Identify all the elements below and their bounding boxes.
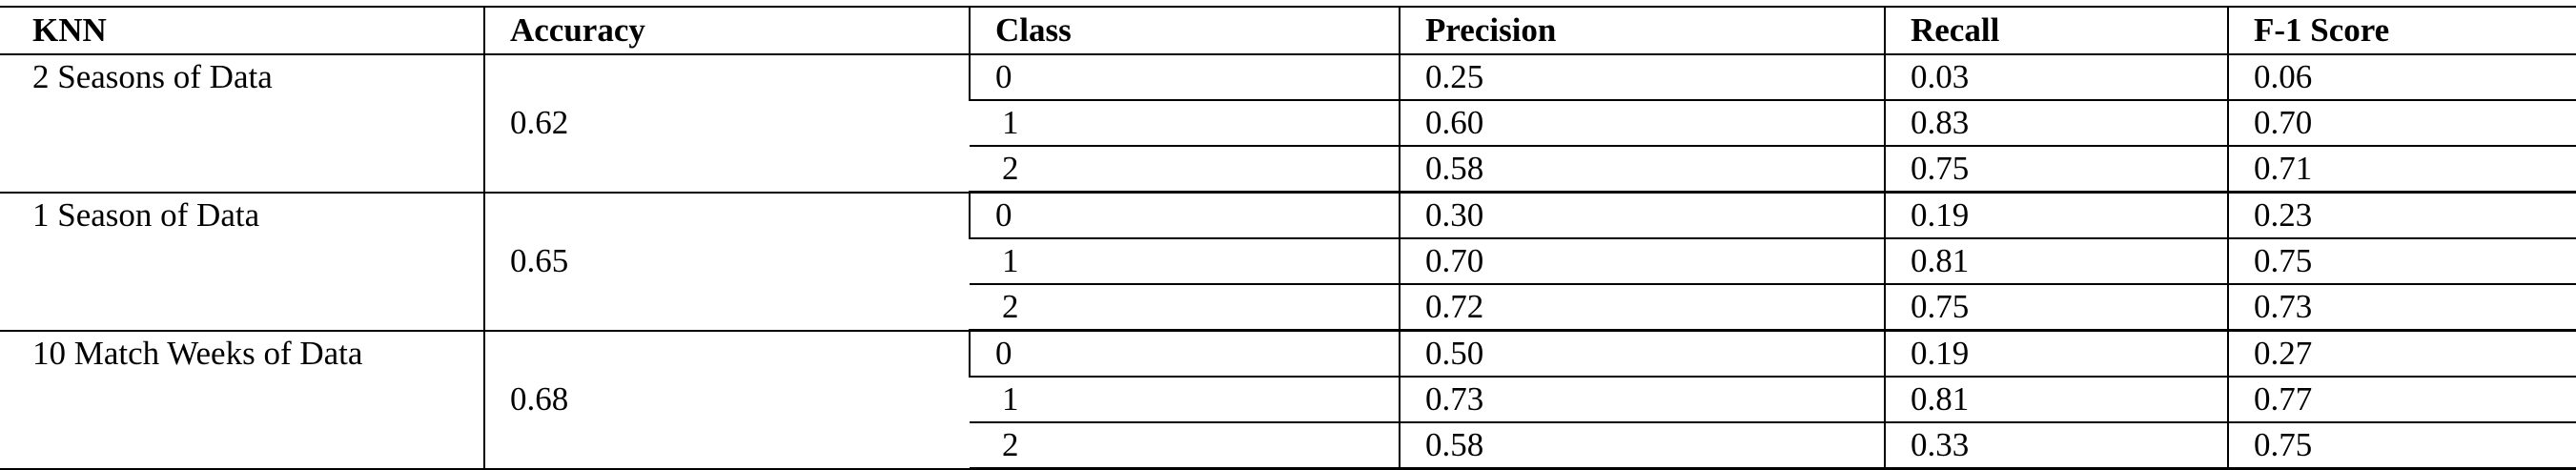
header-cell: Precision — [1399, 6, 1885, 55]
table-cell: 0.81 — [1884, 377, 2228, 423]
table-body: 2 Seasons of Data 0.62 0 0.25 0.03 0.06 1 0.60 0… — [0, 54, 2576, 470]
table-cell: 0.71 — [2227, 146, 2576, 194]
table-row: 2 0.72 0.75 0.73 — [0, 284, 2576, 332]
table-cell: 0.06 — [2227, 54, 2576, 101]
table-row: 2 Seasons of Data 0.62 0 0.25 0.03 0.06 — [0, 54, 2576, 194]
table-cell: 1 — [970, 377, 1400, 423]
table-cell: 0.30 — [1399, 192, 1885, 239]
header-cell: KNN — [0, 6, 484, 55]
accuracy: 0.65 — [483, 192, 970, 332]
table-cell: 0.60 — [1399, 100, 1885, 147]
accuracy: 0.62 — [483, 54, 970, 194]
table-cell: 0.75 — [2227, 422, 2576, 470]
table-cell: 0.77 — [2227, 377, 2576, 423]
table-cell: 0.19 — [1884, 330, 2228, 378]
header-row: KNN Accuracy Class Precision Recall F-1 Score — [0, 6, 2576, 55]
table-cell: 0.73 — [1399, 377, 1885, 423]
table-cell: 0 — [969, 330, 1400, 378]
table-cell: 0.75 — [1884, 284, 2228, 332]
table-cell: 0.75 — [1884, 146, 2228, 194]
table-row: 1 0.73 0.81 0.77 — [0, 377, 2576, 423]
table-row: 10 Match Weeks of Data 0.68 0 0.50 0.19 0.27 — [0, 330, 2576, 470]
table-row: 1 Season of Data 0.65 0 0.30 0.19 0.23 — [0, 192, 2576, 332]
table-cell: 0.50 — [1399, 330, 1885, 378]
table-cell: 0.19 — [1884, 192, 2228, 239]
table-cell: 2 — [970, 422, 1400, 470]
table-cell: 2 — [970, 284, 1400, 332]
table-cell: 0.83 — [1884, 100, 2228, 147]
header-cell: Accuracy — [483, 6, 970, 55]
group-name: 2 Seasons of Data — [0, 54, 484, 194]
header-cell: F-1 Score — [2227, 6, 2576, 55]
table-row: 1 0.60 0.83 0.70 — [0, 100, 2576, 147]
table-cell: 0.81 — [1884, 238, 2228, 285]
table-cell: 2 — [970, 146, 1400, 194]
table-cell: 0.70 — [1399, 238, 1885, 285]
table-cell: 0.58 — [1399, 422, 1885, 470]
table-cell: 0.23 — [2227, 192, 2576, 239]
table-cell: 0 — [969, 192, 1400, 239]
group-name: 1 Season of Data — [0, 192, 484, 332]
table-cell: 0 — [969, 54, 1400, 101]
header-cell: Recall — [1884, 6, 2228, 55]
table-cell: 1 — [970, 238, 1400, 285]
table-cell: 0.70 — [2227, 100, 2576, 147]
accuracy: 0.68 — [483, 330, 970, 470]
table-cell: 0.25 — [1399, 54, 1885, 101]
header-cell: Class — [969, 6, 1400, 55]
table-cell: 0.03 — [1884, 54, 2228, 101]
table-cell: 0.27 — [2227, 330, 2576, 378]
table-cell: 0.33 — [1884, 422, 2228, 470]
table-cell: 0.72 — [1399, 284, 1885, 332]
table-cell: 0.58 — [1399, 146, 1885, 194]
table-cell: 0.73 — [2227, 284, 2576, 332]
table-row: 1 0.70 0.81 0.75 — [0, 238, 2576, 285]
group-name: 10 Match Weeks of Data — [0, 330, 484, 470]
table-row: 2 0.58 0.75 0.71 — [0, 146, 2576, 194]
results-table: KNN Accuracy Class Precision Recall F-1 Score… — [0, 6, 2576, 470]
table-cell: 0.75 — [2227, 238, 2576, 285]
table-cell: 1 — [970, 100, 1400, 147]
